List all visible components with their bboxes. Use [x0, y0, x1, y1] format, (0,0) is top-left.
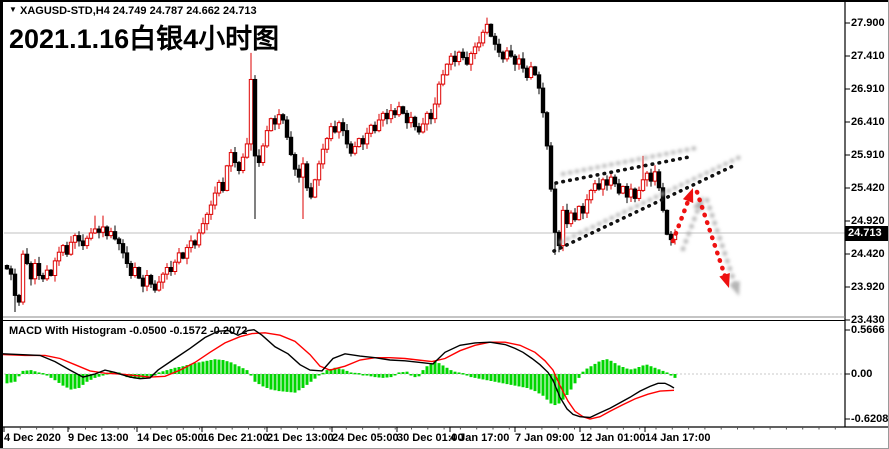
time-axis-tick-label: 12 Jan 01:00	[580, 432, 646, 444]
price-axis-tick-label: 24.420	[851, 248, 885, 260]
candles-layer	[4, 17, 678, 313]
macd-signal-line	[2, 332, 675, 420]
window-border-left	[0, 0, 3, 449]
price-axis-tick-label: 27.410	[851, 50, 885, 62]
macd-main-line	[2, 328, 675, 419]
macd-axis-tick-label: 0.5666	[851, 324, 885, 336]
time-axis-tick-label: 9 Dec 13:00	[68, 432, 129, 444]
wedge-upper-trendline	[554, 155, 691, 185]
time-axis-tick-label: 4 Jan 17:00	[450, 432, 510, 444]
price-axis-tick-label: 27.900	[851, 17, 885, 29]
symbol-ohlc-text: XAGUSD-STD,H4 24.749 24.787 24.662 24.71…	[19, 5, 257, 17]
time-axis-tick-label: 14 Jan 17:00	[645, 432, 711, 444]
time-axis-tick-label: 4 Dec 2020	[4, 432, 61, 444]
time-axis-tick-label: 30 Dec 01:00	[397, 432, 464, 444]
price-axis-tick-label: 24.920	[851, 215, 885, 227]
time-axis-tick-label: 16 Dec 21:00	[202, 432, 269, 444]
time-axis-tick-label: 24 Dec 05:00	[332, 432, 399, 444]
price-axis-tick-label: 26.410	[851, 116, 885, 128]
macd-axis-tick-label: -0.6208	[851, 413, 889, 425]
price-axis-tick-label: 25.910	[851, 149, 885, 161]
price-axis-tick-label: 23.920	[851, 281, 885, 293]
price-axis-tick-label: 25.420	[851, 182, 885, 194]
wedge-lower-trendline	[552, 164, 735, 253]
time-axis-tick-label: 14 Dec 05:00	[137, 432, 204, 444]
macd-indicator-label: MACD With Histogram -0.0500 -0.1572 -0.2…	[9, 325, 248, 337]
macd-axis-tick-label: 0.00	[851, 368, 873, 380]
chart-dropdown-icon[interactable]: ▼	[9, 5, 17, 14]
time-axis-tick-label: 21 Dec 13:00	[267, 432, 334, 444]
price-axis-tick-label: 23.430	[851, 314, 885, 326]
current-price-tag: 24.713	[845, 226, 889, 241]
window-border-top	[0, 0, 889, 2]
price-axis-tick-label: 26.910	[851, 83, 885, 95]
macd-histogram-layer	[5, 359, 677, 406]
symbol-quote-line[interactable]: ▼ XAGUSD-STD,H4 24.749 24.787 24.662 24.…	[9, 5, 257, 17]
time-axis-tick-label: 7 Jan 09:00	[515, 432, 575, 444]
chart-annotation-title: 2021.1.16白银4小时图	[9, 24, 280, 54]
